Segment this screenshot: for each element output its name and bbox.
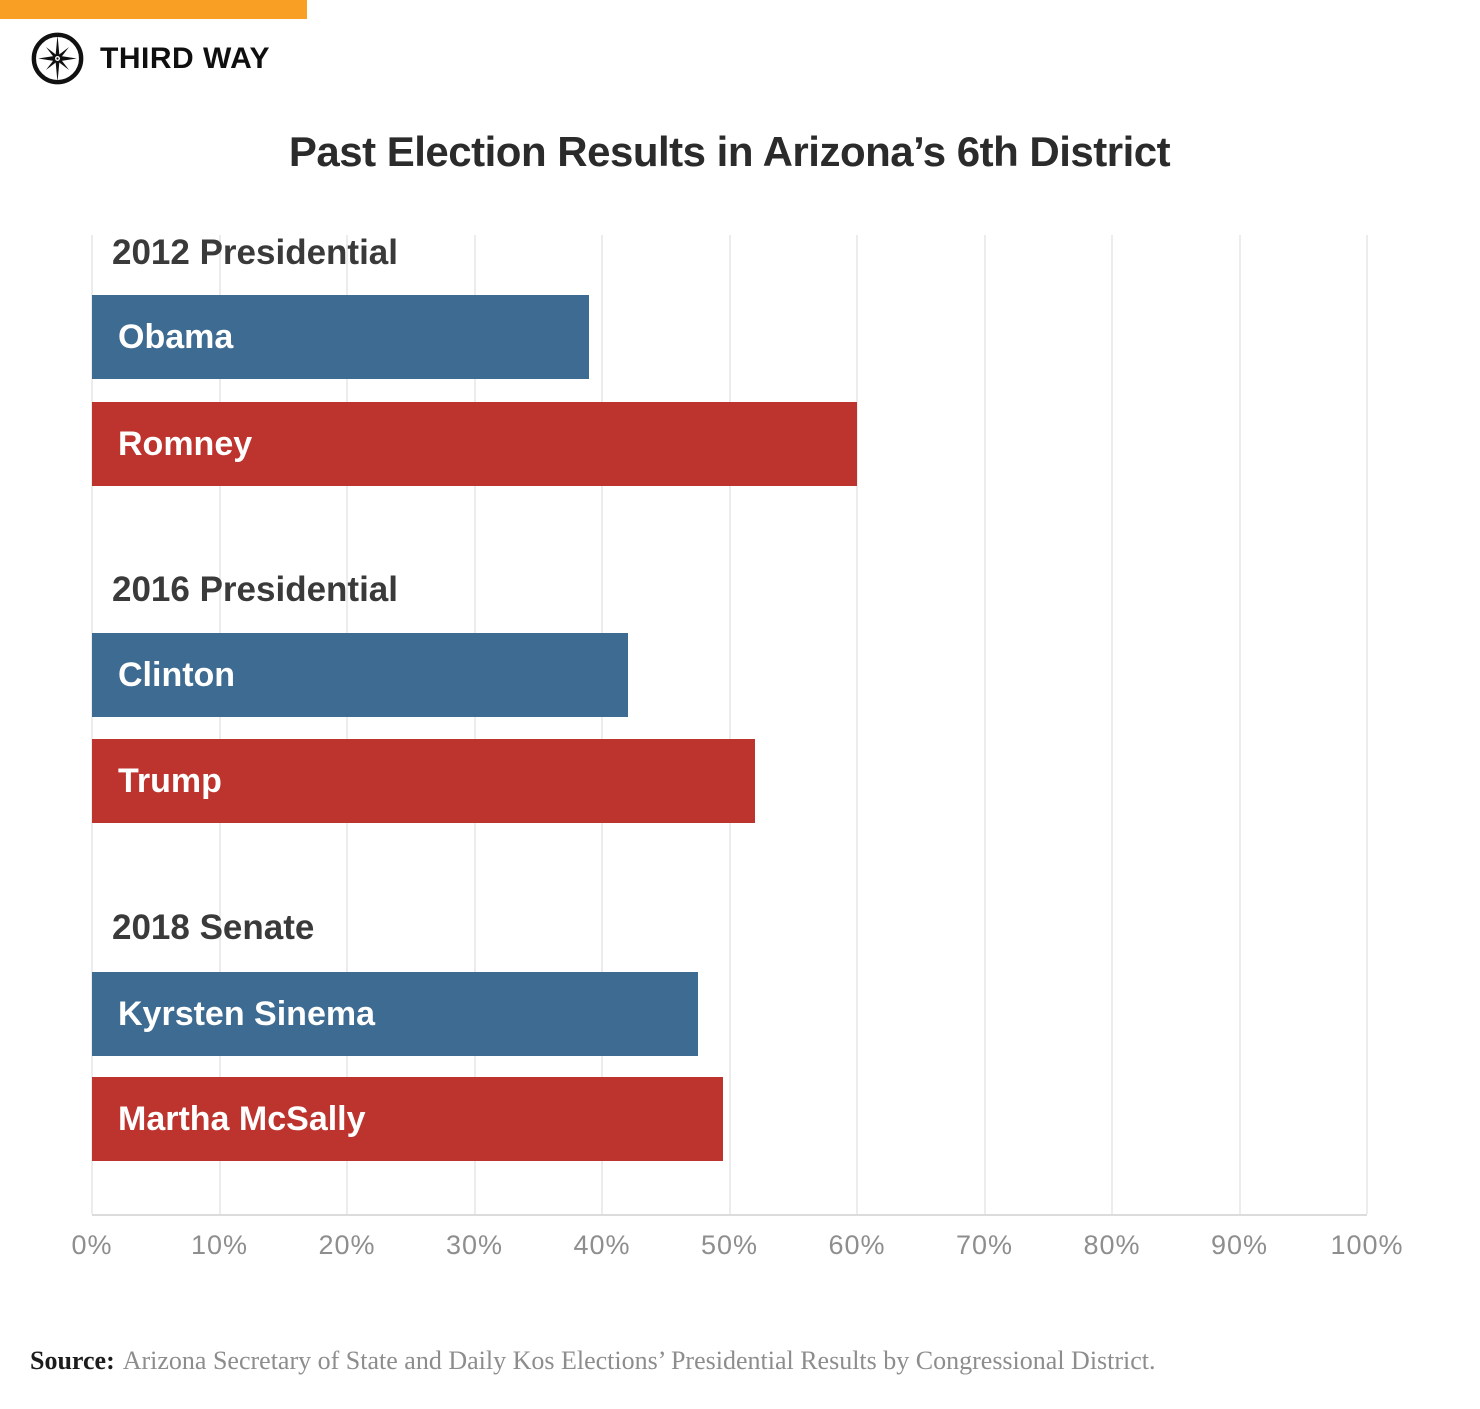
bar-trump: Trump [92, 739, 755, 823]
accent-bar [0, 0, 307, 19]
chart-title: Past Election Results in Arizona’s 6th D… [288, 128, 1171, 175]
gridline [1238, 235, 1241, 1214]
gridline [983, 235, 986, 1214]
x-tick-label: 0% [71, 1230, 113, 1260]
source-label: Source: [30, 1346, 115, 1375]
gridline [473, 235, 476, 1214]
bar-obama: Obama [92, 295, 590, 379]
bar-label: Trump [118, 761, 222, 800]
x-tick-label: 40% [573, 1230, 631, 1260]
gridline [856, 235, 858, 1214]
source-text: Arizona Secretary of State and Daily Kos… [122, 1346, 1156, 1375]
group-label-2018-senate: 2018 Senate [112, 908, 315, 947]
bar-chart: 2012 Presidential Obama Romney 2016 Pres… [71, 233, 1402, 1261]
bar-label: Obama [118, 317, 234, 356]
compass-icon [31, 32, 84, 85]
x-tick-label: 50% [700, 1230, 759, 1260]
source-line: Source: Arizona Secretary of State and Da… [30, 1346, 1450, 1376]
gridline [91, 235, 93, 1214]
bar-martha-mcsally: Martha McSally [92, 1077, 724, 1161]
bar-clinton: Clinton [92, 633, 628, 717]
brand-logo: THIRD WAY [30, 31, 270, 86]
x-tick-label: 30% [445, 1230, 504, 1260]
group-label-2012-presidential: 2012 Presidential [112, 233, 398, 272]
bar-romney: Romney [92, 402, 857, 486]
bar-label: Martha McSally [118, 1099, 366, 1138]
bar-label: Romney [118, 424, 253, 463]
bar-label: Kyrsten Sinema [118, 994, 375, 1033]
gridline [346, 235, 348, 1214]
x-tick-label: 100% [1330, 1230, 1404, 1260]
group-label-2016-presidential: 2016 Presidential [112, 570, 398, 609]
x-tick-label: 10% [190, 1230, 249, 1260]
brand-name: THIRD WAY [100, 41, 271, 75]
bar-kyrsten-sinema: Kyrsten Sinema [92, 972, 698, 1056]
gridline [601, 235, 603, 1214]
gridline [218, 235, 221, 1214]
x-tick-label: 70% [955, 1230, 1014, 1260]
x-tick-label: 90% [1210, 1230, 1269, 1260]
gridline [728, 235, 731, 1214]
gridline [1111, 235, 1113, 1214]
x-tick-label: 60% [828, 1230, 886, 1260]
x-tick-label: 20% [318, 1230, 376, 1260]
x-tick-label: 80% [1083, 1230, 1141, 1260]
gridline [1366, 235, 1368, 1214]
bar-label: Clinton [118, 655, 236, 694]
